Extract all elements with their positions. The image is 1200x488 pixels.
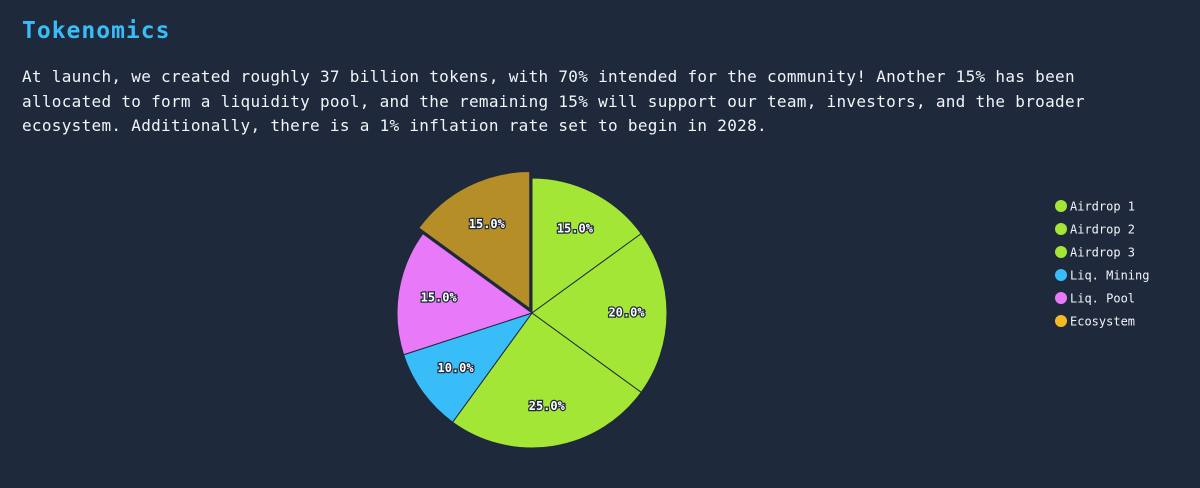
legend-swatch bbox=[1055, 315, 1067, 327]
slice-label: 15.0% bbox=[469, 217, 506, 231]
pie-slice[interactable] bbox=[418, 171, 531, 310]
legend-swatch bbox=[1055, 246, 1067, 258]
section-title: Tokenomics bbox=[22, 18, 171, 44]
legend-label[interactable]: Liq. Mining bbox=[1070, 269, 1149, 283]
pie-slice[interactable] bbox=[402, 312, 534, 423]
pie-slice[interactable] bbox=[531, 177, 642, 314]
description: At launch, we created roughly 37 billion… bbox=[22, 67, 1085, 135]
legend-swatch bbox=[1055, 223, 1067, 235]
legend-label[interactable]: Ecosystem bbox=[1070, 315, 1135, 329]
pie-slice[interactable] bbox=[531, 232, 668, 394]
legend-swatch bbox=[1055, 292, 1067, 304]
legend-label[interactable]: Airdrop 2 bbox=[1070, 223, 1135, 237]
legend-swatch bbox=[1055, 200, 1067, 212]
legend-label[interactable]: Airdrop 3 bbox=[1070, 246, 1135, 260]
slice-label: 15.0% bbox=[557, 221, 594, 235]
legend-label[interactable]: Airdrop 1 bbox=[1070, 200, 1135, 214]
legend-swatch bbox=[1055, 269, 1067, 281]
pie-slice[interactable] bbox=[451, 312, 642, 449]
slice-label: 15.0% bbox=[421, 291, 458, 305]
pie-slice[interactable] bbox=[396, 232, 534, 356]
slice-label: 10.0% bbox=[437, 361, 474, 375]
slice-label: 25.0% bbox=[529, 399, 566, 413]
legend-label[interactable]: Liq. Pool bbox=[1070, 292, 1135, 306]
slice-label: 20.0% bbox=[608, 306, 645, 320]
